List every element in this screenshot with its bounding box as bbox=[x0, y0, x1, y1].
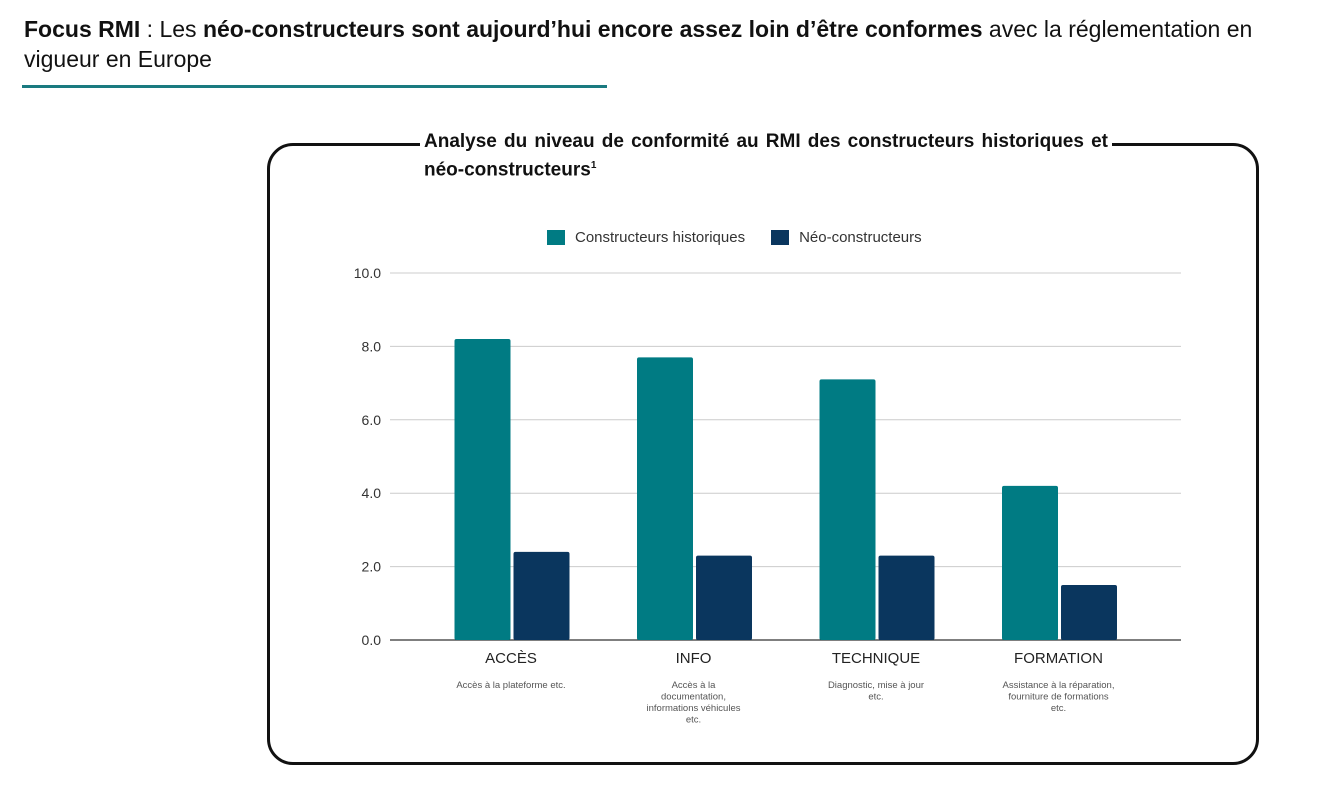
category-description: informations véhicules bbox=[647, 703, 741, 714]
category-description: Accès à la plateforme etc. bbox=[456, 680, 565, 691]
headline-part: néo-constructeurs sont aujourd’hui encor… bbox=[202, 16, 983, 42]
chart-title-text: Analyse du niveau de conformité au RMI d… bbox=[424, 131, 1108, 181]
category-description: fourniture de formations bbox=[1008, 692, 1109, 703]
bar-historiques bbox=[454, 339, 511, 640]
y-tick-label: 0.0 bbox=[362, 632, 382, 648]
footnote-marker: 1 bbox=[590, 160, 597, 171]
chart-title: Analyse du niveau de conformité au RMI d… bbox=[420, 130, 1112, 183]
x-tick-label: INFO bbox=[676, 650, 712, 667]
legend-label: Néo-constructeurs bbox=[799, 229, 922, 246]
headline-part: Focus RMI bbox=[24, 16, 141, 42]
legend-swatch bbox=[547, 230, 565, 245]
y-tick-label: 2.0 bbox=[362, 559, 382, 575]
bar-neo bbox=[513, 551, 570, 640]
legend-label: Constructeurs historiques bbox=[575, 229, 746, 246]
x-tick-label: ACCÈS bbox=[485, 650, 537, 667]
bar-neo bbox=[1061, 584, 1117, 640]
y-tick-label: 4.0 bbox=[362, 485, 382, 501]
category-description: Diagnostic, mise à jour bbox=[828, 680, 924, 691]
category-description: etc. bbox=[1051, 703, 1066, 714]
legend-item-historiques: Constructeurs historiques bbox=[547, 229, 745, 246]
bar-neo bbox=[878, 555, 935, 640]
y-tick-label: 8.0 bbox=[362, 338, 382, 354]
y-tick-label: 6.0 bbox=[362, 412, 382, 428]
x-tick-label: FORMATION bbox=[1014, 650, 1103, 667]
headline-part: avec la réglementation en vigueur en Eur… bbox=[24, 16, 1253, 72]
bar-historiques bbox=[819, 379, 876, 640]
category-description: documentation, bbox=[661, 692, 726, 703]
category-description: Accès à la bbox=[672, 680, 717, 691]
page-headline: Focus RMI : Les néo-constructeurs sont a… bbox=[24, 14, 1304, 74]
bar-historiques bbox=[1002, 485, 1058, 640]
bar-neo bbox=[696, 555, 752, 640]
category-description: Assistance à la réparation, bbox=[1003, 680, 1115, 691]
category-description: etc. bbox=[868, 692, 883, 703]
headline-part: : Les bbox=[140, 16, 203, 42]
headline-underline bbox=[22, 85, 607, 88]
legend-item-neo: Néo-constructeurs bbox=[771, 229, 922, 246]
y-tick-label: 10.0 bbox=[354, 265, 381, 281]
x-tick-label: TECHNIQUE bbox=[832, 650, 920, 667]
legend-swatch bbox=[771, 230, 790, 245]
bar-historiques bbox=[637, 357, 693, 640]
category-description: etc. bbox=[686, 715, 701, 726]
chart-legend: Constructeurs historiques Néo-constructe… bbox=[547, 229, 922, 246]
